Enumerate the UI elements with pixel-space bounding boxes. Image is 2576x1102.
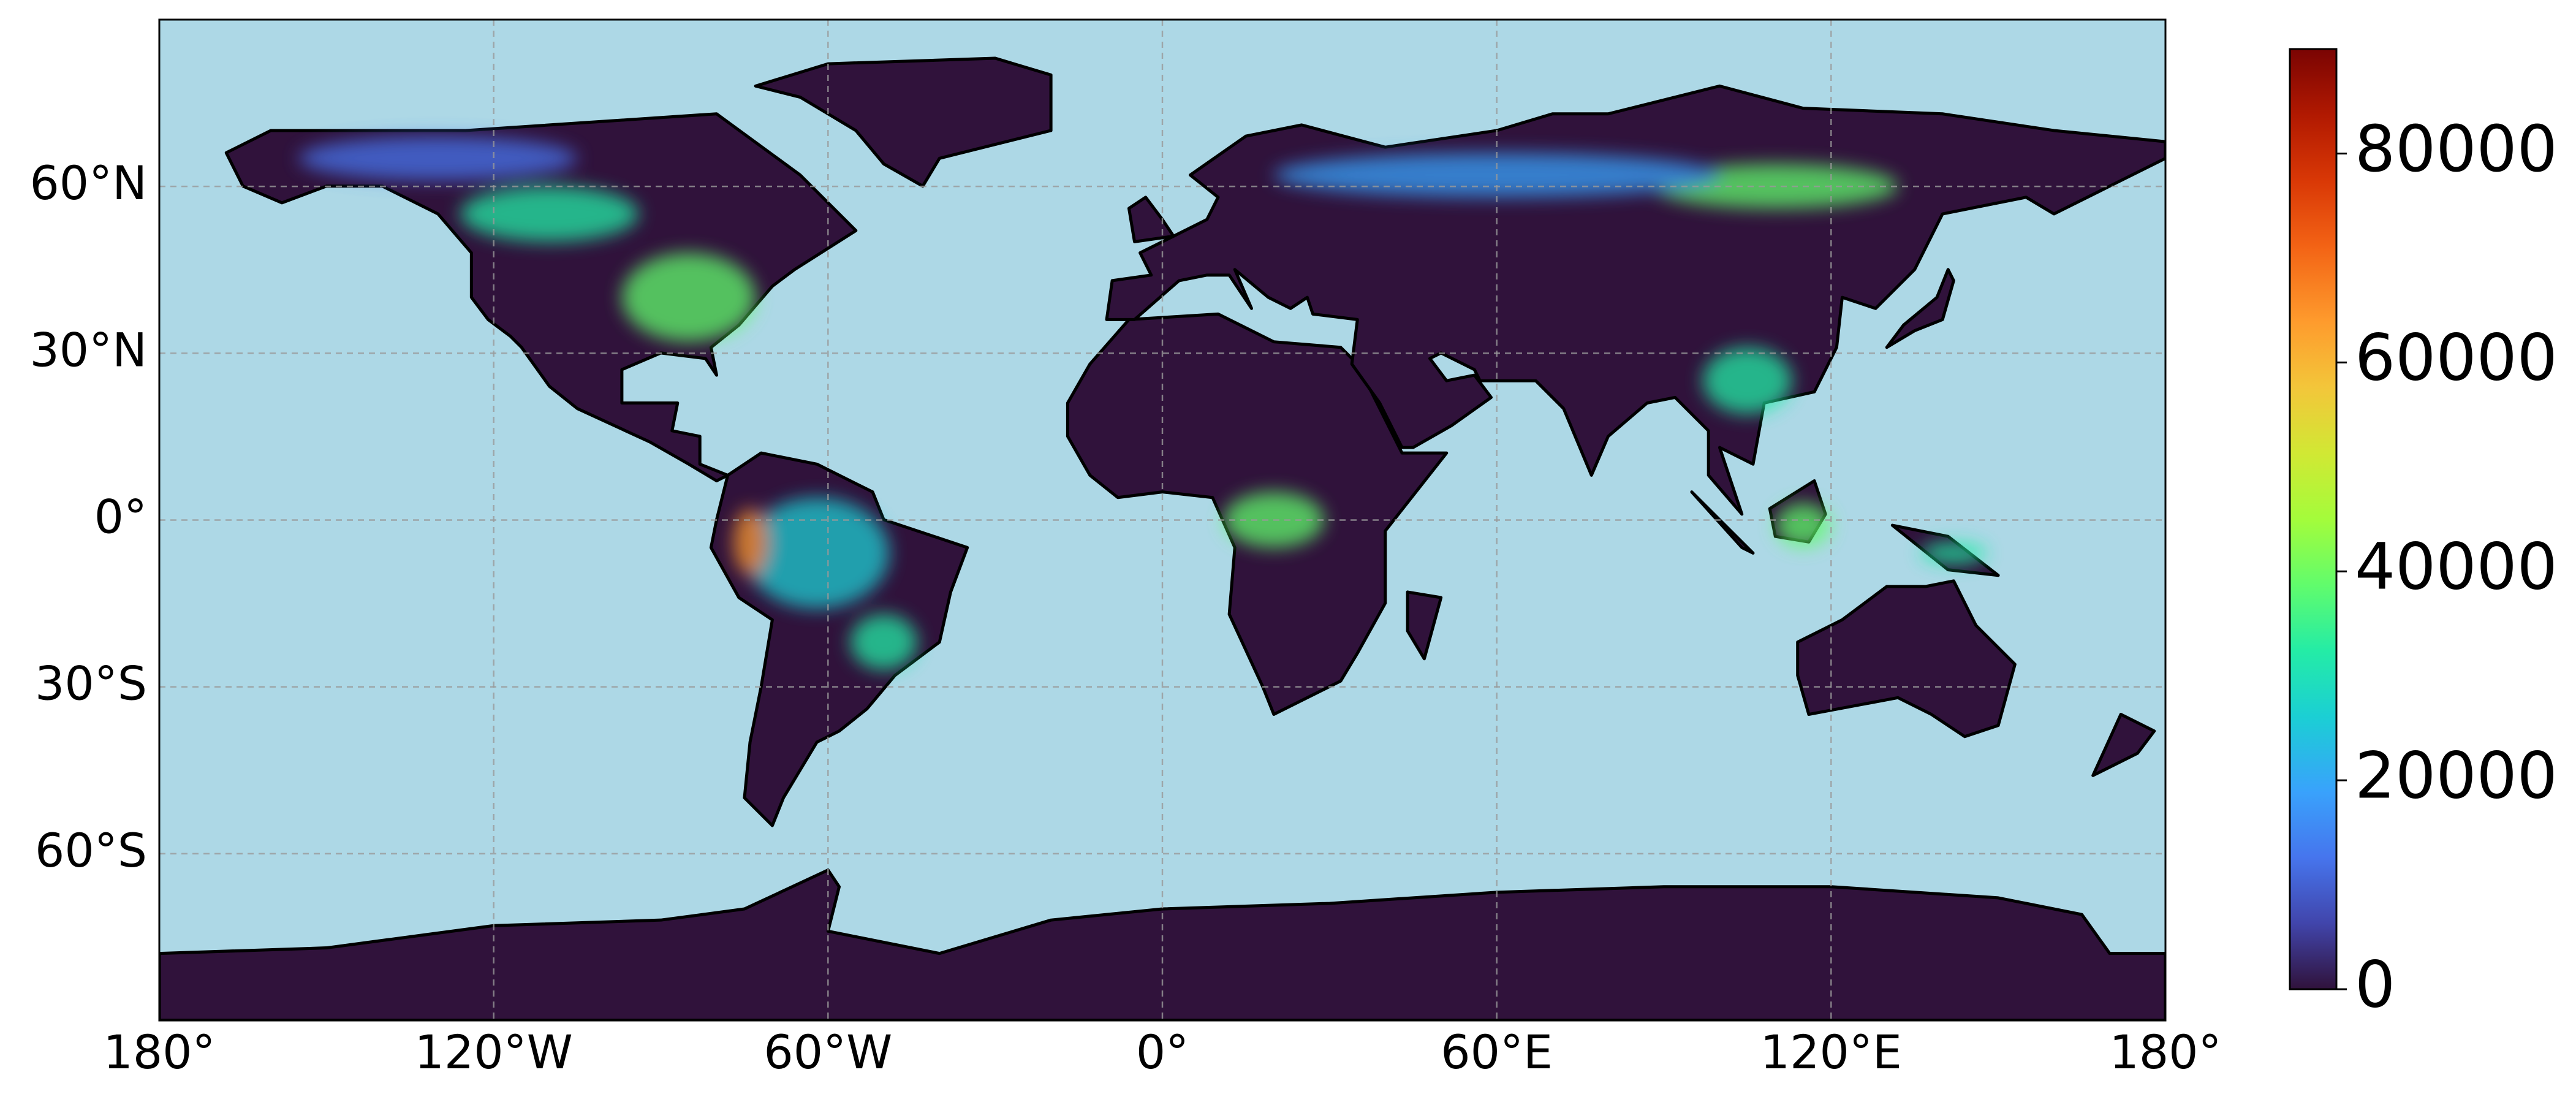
sumatra: [1692, 492, 1753, 553]
north-america: [226, 114, 856, 481]
colorbar-tick-label: 40000: [2355, 530, 2558, 604]
map-frame: [158, 18, 2167, 1022]
x-tick-label: 60°E: [1441, 1025, 1553, 1079]
colorbar-tick-label: 20000: [2355, 738, 2558, 813]
greenland: [756, 58, 1051, 186]
label-layer: 180° 120°W 60°W 0° 60°E 120°E 180° 60°N 30°N 0° 30…: [29, 112, 2557, 1079]
y-tick-label: 60°N: [29, 156, 147, 210]
x-tick-label: 120°E: [1760, 1025, 1902, 1079]
x-tick-label: 120°W: [415, 1025, 573, 1079]
y-tick-label: 60°S: [35, 823, 147, 878]
australia: [1798, 581, 2015, 737]
x-tick-label: 60°W: [763, 1025, 892, 1079]
antarctica: [159, 870, 2165, 1020]
grid-layer: [158, 20, 2167, 1020]
x-tick-label: 0°: [1136, 1025, 1189, 1079]
japan: [1887, 270, 1953, 348]
land-layer: [159, 58, 2165, 1020]
new-zealand: [2093, 715, 2154, 776]
colorbar-tick-label: 60000: [2355, 321, 2558, 395]
x-tick-label: 180°: [103, 1025, 215, 1079]
madagascar: [1407, 592, 1441, 659]
x-tick-label: 180°: [2109, 1025, 2221, 1079]
y-tick-label: 0°: [94, 489, 147, 544]
y-tick-label: 30°N: [29, 322, 147, 377]
colorbar-tick-label: 80000: [2355, 112, 2558, 186]
colorbar-tick-label: 0: [2355, 947, 2395, 1022]
colorbar: [2289, 48, 2338, 990]
y-tick-label: 30°S: [35, 656, 147, 711]
